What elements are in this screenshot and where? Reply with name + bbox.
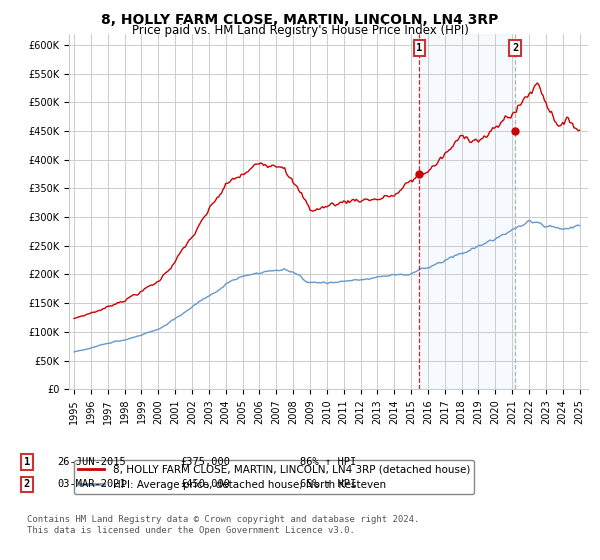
Text: Price paid vs. HM Land Registry's House Price Index (HPI): Price paid vs. HM Land Registry's House … xyxy=(131,24,469,37)
Legend: 8, HOLLY FARM CLOSE, MARTIN, LINCOLN, LN4 3RP (detached house), HPI: Average pri: 8, HOLLY FARM CLOSE, MARTIN, LINCOLN, LN… xyxy=(74,460,474,494)
Text: £450,000: £450,000 xyxy=(180,479,230,489)
Text: 26-JUN-2015: 26-JUN-2015 xyxy=(57,457,126,467)
Text: 65% ↑ HPI: 65% ↑ HPI xyxy=(300,479,356,489)
Text: 8, HOLLY FARM CLOSE, MARTIN, LINCOLN, LN4 3RP: 8, HOLLY FARM CLOSE, MARTIN, LINCOLN, LN… xyxy=(101,13,499,27)
Text: Contains HM Land Registry data © Crown copyright and database right 2024.
This d: Contains HM Land Registry data © Crown c… xyxy=(27,515,419,535)
Text: 2: 2 xyxy=(512,43,518,53)
Text: 2: 2 xyxy=(24,479,30,489)
Text: 03-MAR-2021: 03-MAR-2021 xyxy=(57,479,126,489)
Text: 1: 1 xyxy=(24,457,30,467)
Text: 1: 1 xyxy=(416,43,422,53)
Text: 86% ↑ HPI: 86% ↑ HPI xyxy=(300,457,356,467)
Bar xyxy=(419,34,515,389)
Text: £375,000: £375,000 xyxy=(180,457,230,467)
